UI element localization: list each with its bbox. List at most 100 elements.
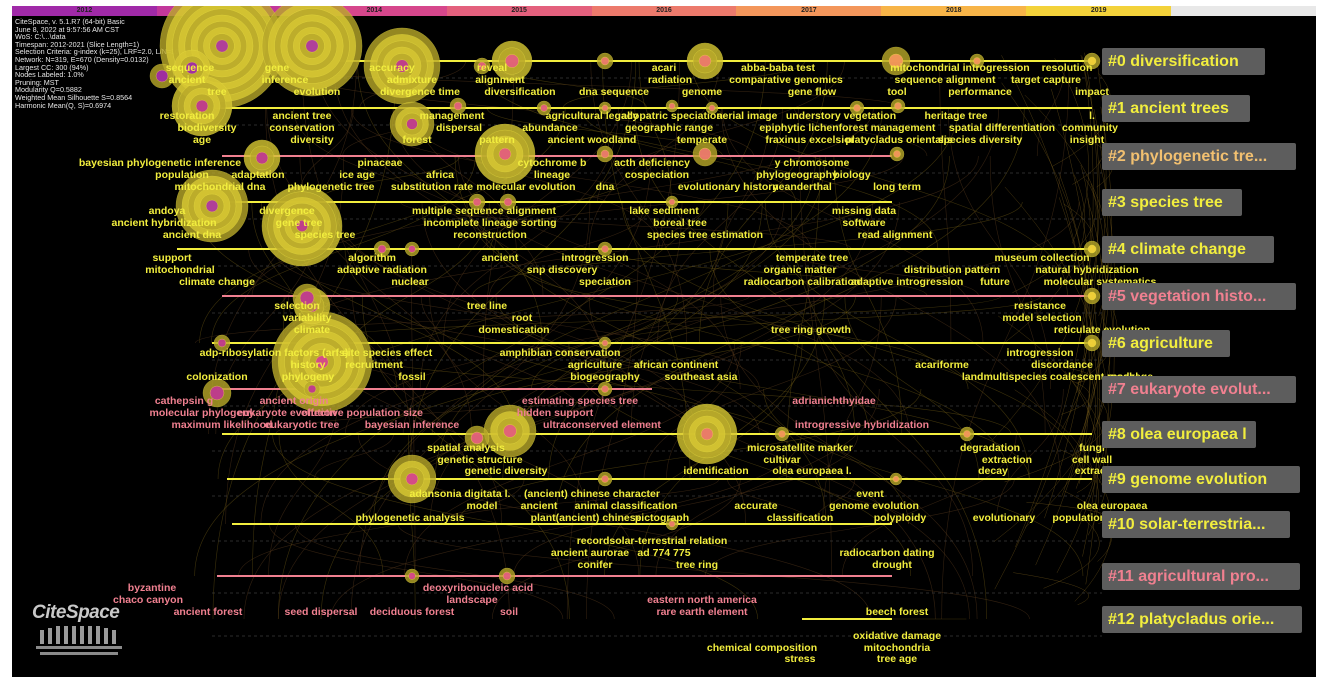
info-line: June 8, 2022 at 9:57:56 AM CST: [15, 24, 120, 34]
keyword-node[interactable]: [202, 378, 232, 408]
keyword-node[interactable]: [175, 169, 249, 243]
keyword-node[interactable]: [774, 426, 790, 442]
info-line: Weighted Mean Silhouette S=0.8564: [15, 92, 133, 102]
keyword-node[interactable]: [173, 49, 211, 87]
timeline-view[interactable]: 20122013201420152016201720182019 CiteSpa…: [12, 6, 1316, 677]
keyword-node[interactable]: [665, 517, 679, 531]
keyword-node[interactable]: [499, 193, 517, 211]
keyword-label: cospeciation: [624, 169, 690, 181]
keyword-label: inference: [261, 74, 309, 86]
keyword-label: age: [192, 134, 212, 146]
keyword-label: phylogenetic tree: [287, 181, 375, 193]
keyword-node[interactable]: [404, 241, 420, 257]
keyword-node[interactable]: [969, 53, 985, 69]
keyword-node[interactable]: [449, 97, 467, 115]
keyword-node[interactable]: [959, 426, 975, 442]
cluster-label-5[interactable]: #5 vegetation histo...: [1102, 283, 1296, 310]
keyword-node[interactable]: [1083, 240, 1101, 258]
keyword-node[interactable]: [692, 141, 718, 167]
keyword-node[interactable]: [705, 101, 719, 115]
cluster-label-9[interactable]: #9 genome evolution: [1102, 466, 1300, 493]
keyword-node[interactable]: [387, 454, 437, 504]
keyword-node[interactable]: [665, 99, 679, 113]
keyword-label: restoration: [159, 110, 215, 122]
keyword-node[interactable]: [213, 334, 231, 352]
keyword-node[interactable]: [261, 6, 363, 97]
keyword-node[interactable]: [404, 568, 420, 584]
keyword-node[interactable]: [881, 46, 911, 76]
keyword-node[interactable]: [271, 311, 373, 413]
keyword-node[interactable]: [598, 101, 612, 115]
co-occurrence-link: [333, 201, 697, 435]
keyword-label: temperate tree: [775, 252, 849, 264]
keyword-node[interactable]: [890, 98, 906, 114]
keyword-node[interactable]: [536, 100, 552, 116]
co-occurrence-link: [400, 201, 852, 250]
keyword-label: tree ring growth: [771, 324, 851, 336]
keyword-node[interactable]: [303, 380, 321, 398]
keyword-label: rare earth element: [656, 606, 748, 618]
keyword-label: (ancient) chinese character: [524, 488, 660, 500]
logo-text: CiteSpace: [32, 602, 120, 623]
keyword-node[interactable]: [686, 42, 724, 80]
cluster-label-2[interactable]: #2 phylogenetic tre...: [1102, 143, 1296, 170]
co-occurrence-link: [217, 107, 959, 480]
co-occurrence-link: [709, 248, 869, 435]
keyword-node[interactable]: [171, 75, 233, 137]
keyword-node[interactable]: [597, 471, 613, 487]
keyword-node[interactable]: [665, 195, 679, 209]
keyword-node[interactable]: [389, 101, 435, 147]
co-occurrence-link: [1024, 357, 1096, 528]
cluster-label-3[interactable]: #3 species tree: [1102, 189, 1242, 216]
timeline-network-graph[interactable]: [12, 6, 1316, 677]
keyword-label: identification: [683, 465, 749, 477]
keyword-node[interactable]: [1083, 52, 1101, 70]
cluster-label-12[interactable]: #12 platycladus orie...: [1102, 606, 1302, 633]
keyword-node[interactable]: [597, 381, 613, 397]
keyword-node[interactable]: [1083, 334, 1101, 352]
keyword-node[interactable]: [491, 40, 533, 82]
keyword-label: understory vegetation: [785, 110, 897, 122]
co-occurrence-link: [554, 107, 1025, 525]
cluster-label-6[interactable]: #6 agriculture: [1102, 330, 1230, 357]
keyword-label: history: [290, 359, 326, 371]
co-occurrence-link: [277, 201, 873, 620]
cluster-label-7[interactable]: #7 eukaryote evolut...: [1102, 376, 1296, 403]
co-occurrence-link: [194, 155, 950, 577]
keyword-label: neanderthal: [772, 181, 832, 193]
keyword-node[interactable]: [149, 63, 175, 89]
co-occurrence-link: [994, 64, 1107, 590]
cluster-label-8[interactable]: #8 olea europaea l: [1102, 421, 1256, 448]
keyword-node[interactable]: [598, 336, 612, 350]
keyword-node[interactable]: [243, 139, 281, 177]
keyword-label: ancient tree: [272, 110, 332, 122]
keyword-node[interactable]: [363, 27, 441, 105]
co-occurrence-link: [588, 295, 970, 620]
keyword-node[interactable]: [373, 240, 391, 258]
co-occurrence-link: [813, 478, 856, 525]
keyword-label: classification: [766, 512, 834, 524]
keyword-node[interactable]: [889, 472, 903, 486]
keyword-node[interactable]: [596, 145, 614, 163]
cluster-label-11[interactable]: #11 agricultural pro...: [1102, 563, 1300, 590]
keyword-node[interactable]: [464, 425, 490, 451]
cluster-label-4[interactable]: #4 climate change: [1102, 236, 1274, 263]
keyword-node[interactable]: [261, 185, 343, 267]
keyword-node[interactable]: [849, 100, 865, 116]
keyword-node[interactable]: [483, 404, 537, 458]
co-occurrence-link: [1005, 174, 1086, 342]
keyword-node[interactable]: [473, 57, 491, 75]
keyword-node[interactable]: [1083, 287, 1101, 305]
keyword-node[interactable]: [498, 567, 516, 585]
keyword-node[interactable]: [596, 52, 614, 70]
keyword-label: boreal tree: [653, 217, 707, 229]
keyword-node[interactable]: [474, 123, 536, 185]
keyword-node[interactable]: [889, 146, 905, 162]
keyword-node[interactable]: [468, 193, 486, 211]
keyword-node[interactable]: [292, 283, 322, 313]
cluster-label-0[interactable]: #0 diversification: [1102, 48, 1265, 75]
keyword-node[interactable]: [597, 241, 613, 257]
cluster-label-1[interactable]: #1 ancient trees: [1102, 95, 1250, 122]
cluster-label-10[interactable]: #10 solar-terrestria...: [1102, 511, 1290, 538]
keyword-node[interactable]: [676, 403, 738, 465]
